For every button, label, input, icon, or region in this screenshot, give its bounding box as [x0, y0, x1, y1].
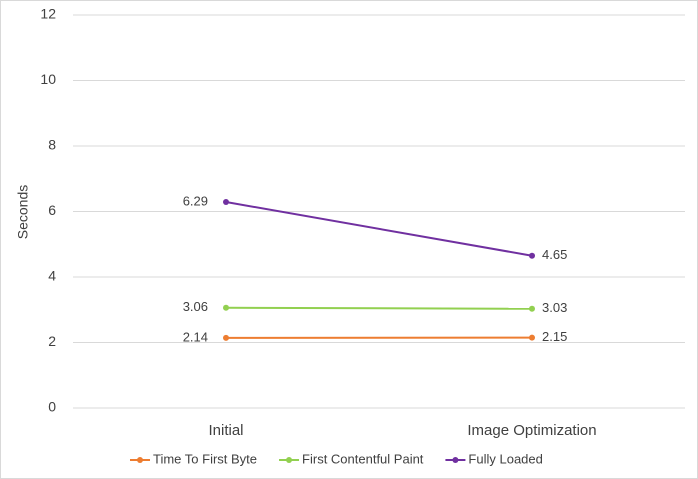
data-label: 6.29	[183, 193, 208, 208]
x-tick-label: Initial	[208, 422, 243, 439]
y-tick-label: 2	[48, 333, 56, 349]
legend-label: Time To First Byte	[153, 451, 257, 466]
legend-marker	[137, 457, 143, 463]
y-axis-title: Seconds	[15, 185, 31, 239]
x-tick-label: Image Optimization	[467, 422, 596, 439]
legend-label: Fully Loaded	[468, 451, 542, 466]
y-tick-label: 10	[40, 71, 56, 87]
data-label: 2.15	[542, 329, 567, 344]
legend-label: First Contentful Paint	[302, 451, 424, 466]
y-tick-label: 12	[40, 6, 56, 22]
series-line	[225, 306, 533, 310]
point-marker	[529, 252, 535, 259]
point-marker	[529, 334, 535, 341]
series-line	[225, 201, 533, 257]
y-tick-label: 8	[48, 137, 56, 153]
data-label: 3.03	[542, 300, 567, 315]
point-marker	[529, 305, 535, 312]
data-label: 4.65	[542, 247, 567, 262]
point-marker	[223, 199, 229, 206]
legend-marker	[452, 457, 459, 463]
data-label: 2.14	[183, 329, 208, 344]
legend-marker	[286, 457, 293, 463]
point-marker	[223, 334, 229, 341]
y-tick-label: 4	[48, 268, 56, 284]
y-tick-label: 6	[48, 202, 56, 218]
y-tick-label: 0	[48, 399, 56, 415]
point-marker	[223, 304, 229, 311]
data-label: 3.06	[183, 299, 208, 314]
